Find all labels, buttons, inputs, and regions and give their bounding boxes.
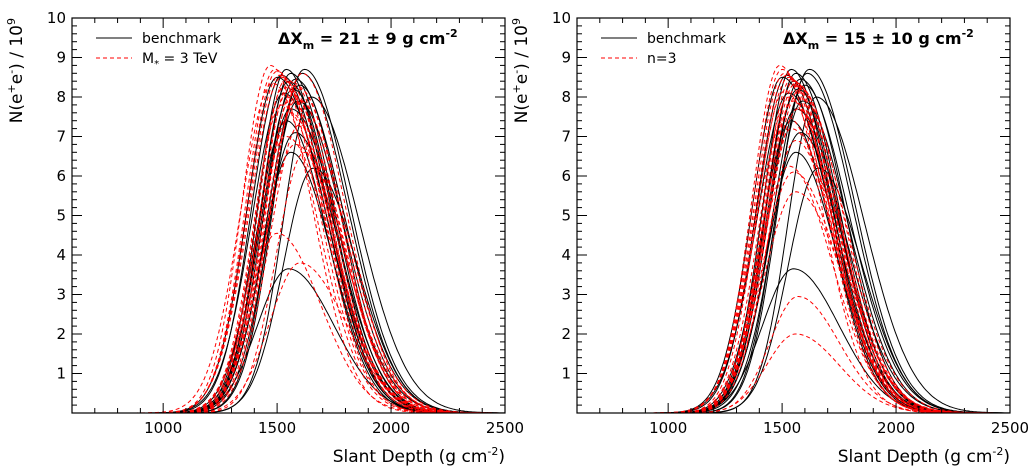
x-axis-title: Slant Depth (g cm-2): [333, 445, 505, 467]
y-tick-label: 7: [56, 128, 66, 146]
model-shower-curve: [618, 139, 1010, 414]
y-tick-label: 6: [56, 167, 66, 185]
model-shower-curve: [113, 70, 505, 414]
y-tick-label: 3: [56, 286, 66, 304]
x-tick-label: 1000: [144, 419, 182, 437]
benchmark-shower-curve: [113, 100, 505, 414]
benchmark-shower-curve: [113, 88, 505, 414]
plot-frame: [576, 17, 1011, 414]
legend-label-benchmark: benchmark: [647, 31, 727, 47]
model-shower-curve: [618, 108, 1010, 414]
y-tick-label: 2: [56, 325, 66, 343]
y-tick-label: 4: [56, 246, 66, 264]
model-shower-curve: [113, 143, 505, 414]
benchmark-shower-curve: [113, 76, 505, 414]
model-shower-curve: [618, 295, 1010, 414]
x-tick-label: 2500: [486, 419, 524, 437]
benchmark-shower-curve: [618, 167, 1010, 414]
legend: benchmark M* = 3 TeV: [96, 31, 222, 70]
legend: benchmark n=3: [601, 31, 727, 67]
y-tick-label: 10: [47, 9, 66, 27]
benchmark-shower-curve: [618, 108, 1010, 414]
model-shower-curve: [113, 88, 505, 414]
plot-frame: [71, 17, 506, 414]
benchmark-shower-curve: [113, 167, 505, 414]
benchmark-shower-curve: [113, 84, 505, 414]
model-shower-curve: [113, 124, 505, 414]
curves-group: [618, 64, 1010, 414]
x-axis-title: Slant Depth (g cm-2): [838, 445, 1010, 467]
x-tick-label: 1500: [763, 419, 801, 437]
benchmark-shower-curve: [113, 120, 505, 414]
chart-panel-left: 1000 1500 2000 2500 1 2 3 4 5 6 7 8 9 10 benchmark M*…: [5, 9, 524, 467]
benchmark-shower-curve: [618, 100, 1010, 414]
x-tick-label: 2000: [372, 419, 410, 437]
model-shower-curve: [618, 333, 1010, 414]
y-tick-label: 8: [561, 88, 571, 106]
benchmark-shower-curve: [618, 132, 1010, 414]
legend-label-benchmark: benchmark: [142, 31, 222, 47]
legend-label-model: M* = 3 TeV: [142, 51, 218, 70]
benchmark-shower-curve: [113, 268, 505, 414]
model-shower-curve: [113, 262, 505, 414]
model-shower-curve: [113, 76, 505, 414]
annotation-delta-xm: ΔXm = 15 ± 10 g cm-2: [783, 27, 974, 52]
y-tick-label: 5: [561, 207, 571, 225]
model-shower-curve: [113, 232, 505, 414]
x-tick-label: 2000: [877, 419, 915, 437]
x-tick-label: 1000: [649, 419, 687, 437]
model-shower-curve: [113, 90, 505, 414]
y-tick-label: 1: [561, 365, 571, 383]
model-shower-curve: [618, 74, 1010, 414]
model-shower-curve: [113, 84, 505, 414]
y-axis-title: N(e+e-) / 109: [510, 18, 532, 123]
benchmark-shower-curve: [113, 132, 505, 414]
model-shower-curve: [618, 72, 1010, 414]
benchmark-shower-curve: [618, 72, 1010, 414]
y-tick-label: 4: [561, 246, 571, 264]
x-tick-label: 1500: [258, 419, 296, 437]
benchmark-shower-curve: [618, 72, 1010, 414]
model-shower-curve: [113, 104, 505, 414]
y-tick-label: 5: [56, 207, 66, 225]
y-tick-label: 2: [561, 325, 571, 343]
y-tick-label: 7: [561, 128, 571, 146]
model-shower-curve: [618, 100, 1010, 414]
y-tick-label: 6: [561, 167, 571, 185]
y-tick-label: 9: [56, 49, 66, 67]
y-tick-label: 3: [561, 286, 571, 304]
y-tick-label: 1: [56, 365, 66, 383]
model-shower-curve: [113, 74, 505, 414]
benchmark-shower-curve: [113, 72, 505, 414]
annotation-delta-xm: ΔXm = 21 ± 9 g cm-2: [278, 27, 458, 52]
curves-group: [113, 64, 505, 414]
legend-label-model: n=3: [647, 51, 677, 67]
y-tick-label: 8: [56, 88, 66, 106]
model-shower-curve: [618, 116, 1010, 414]
benchmark-shower-curve: [618, 120, 1010, 414]
model-shower-curve: [618, 191, 1010, 414]
y-tick-label: 10: [552, 9, 571, 27]
x-tick-label: 2500: [991, 419, 1029, 437]
model-shower-curve: [618, 171, 1010, 414]
y-axis-title: N(e+e-) / 109: [5, 18, 27, 123]
axis-ticks: 1000 1500 2000 2500 1 2 3 4 5 6 7 8 9 10: [47, 9, 524, 437]
benchmark-shower-curve: [113, 74, 505, 414]
chart-panel-right: 1000 1500 2000 2500 1 2 3 4 5 6 7 8 9 10 benchmark n=…: [510, 9, 1029, 467]
model-shower-curve: [618, 165, 1010, 414]
model-shower-curve: [113, 72, 505, 414]
model-shower-curve: [113, 112, 505, 414]
benchmark-shower-curve: [113, 72, 505, 414]
axis-ticks: 1000 1500 2000 2500 1 2 3 4 5 6 7 8 9 10: [552, 9, 1029, 437]
y-tick-label: 9: [561, 49, 571, 67]
benchmark-shower-curve: [618, 92, 1010, 414]
